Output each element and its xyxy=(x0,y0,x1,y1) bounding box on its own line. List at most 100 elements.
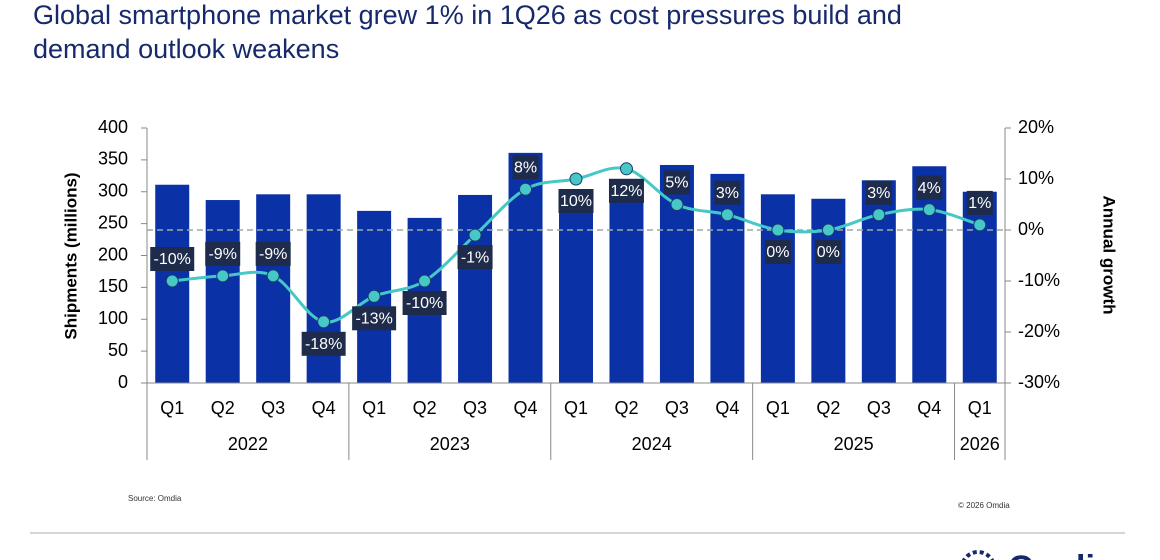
value-label: -9% xyxy=(259,246,287,263)
y-tick-label: 400 xyxy=(98,117,128,137)
growth-point xyxy=(468,228,482,242)
value-label-box xyxy=(865,180,892,205)
bar xyxy=(205,200,240,383)
x-group-label: 2022 xyxy=(228,434,268,454)
bar xyxy=(609,194,644,383)
value-label: -1% xyxy=(461,249,489,266)
growth-point xyxy=(821,223,835,237)
bar xyxy=(458,194,493,383)
y2-axis-title: Annual growth xyxy=(1100,196,1119,315)
x-tick-label: Q4 xyxy=(715,398,739,418)
y-tick-label: 300 xyxy=(98,181,128,201)
x-tick-label: Q1 xyxy=(968,398,992,418)
y2-tick-label: -30% xyxy=(1018,372,1060,392)
y2-tick-label: -20% xyxy=(1018,321,1060,341)
value-label-box xyxy=(255,241,291,266)
value-label: 3% xyxy=(867,185,890,202)
growth-point xyxy=(771,223,785,237)
value-label: 10% xyxy=(560,193,592,210)
value-label: -13% xyxy=(355,311,392,328)
value-label: -10% xyxy=(406,295,443,312)
y-axis-title: Shipments (millions) xyxy=(61,172,80,339)
value-label-box xyxy=(815,240,842,264)
x-tick-label: Q4 xyxy=(312,398,336,418)
x-tick-label: Q1 xyxy=(766,398,790,418)
value-label-box xyxy=(714,180,741,205)
y2-tick-label: 0% xyxy=(1018,219,1044,239)
x-tick-label: Q3 xyxy=(463,398,487,418)
logo: Omdia xyxy=(1008,549,1115,560)
x-tick-label: Q3 xyxy=(867,398,891,418)
x-tick-label: Q4 xyxy=(917,398,941,418)
growth-point xyxy=(317,315,331,329)
y-tick-label: 200 xyxy=(98,244,128,264)
x-tick-label: Q1 xyxy=(160,398,184,418)
value-label-box xyxy=(150,247,195,271)
value-label-box xyxy=(402,291,447,315)
value-label-box xyxy=(608,178,644,203)
bar xyxy=(256,194,291,383)
growth-point xyxy=(973,218,987,232)
y2-tick-label: 20% xyxy=(1018,117,1054,137)
growth-point xyxy=(266,269,280,283)
x-tick-label: Q1 xyxy=(362,398,386,418)
growth-point xyxy=(720,208,734,222)
growth-point xyxy=(922,203,936,217)
growth-point xyxy=(165,274,179,288)
value-label-box xyxy=(966,190,993,215)
x-tick-label: Q2 xyxy=(614,398,638,418)
growth-point xyxy=(619,162,633,176)
value-label-box xyxy=(352,306,397,331)
y-tick-label: 150 xyxy=(98,276,128,296)
y-tick-label: 250 xyxy=(98,212,128,232)
value-label: 0% xyxy=(817,244,840,261)
y2-tick-label: -10% xyxy=(1018,270,1060,290)
value-label: 8% xyxy=(514,159,537,176)
x-tick-label: Q2 xyxy=(211,398,235,418)
x-tick-label: Q1 xyxy=(564,398,588,418)
value-label-box xyxy=(205,241,241,266)
growth-point xyxy=(569,172,583,186)
bar xyxy=(760,194,795,383)
x-group-label: 2026 xyxy=(960,434,1000,454)
growth-point xyxy=(670,198,684,211)
bar xyxy=(710,173,745,383)
value-label: 1% xyxy=(968,195,991,212)
chart-title: Global smartphone market grew 1% in 1Q26… xyxy=(33,0,902,30)
value-label-box xyxy=(764,240,791,264)
x-group-label: 2024 xyxy=(632,434,672,454)
growth-point xyxy=(418,274,432,288)
value-label-box xyxy=(512,155,539,180)
value-label: -9% xyxy=(208,246,236,263)
value-label-box xyxy=(457,245,493,270)
value-label-box xyxy=(663,170,690,195)
bar xyxy=(559,194,593,383)
logo-icon xyxy=(961,550,995,560)
growth-point xyxy=(367,289,381,303)
x-tick-label: Q3 xyxy=(261,398,285,418)
x-tick-label: Q2 xyxy=(413,398,437,418)
bar xyxy=(912,166,947,383)
value-label: 4% xyxy=(918,180,941,197)
source: Source: Omdia xyxy=(128,494,182,503)
x-group-label: 2023 xyxy=(430,434,470,454)
x-tick-label: Q4 xyxy=(514,398,538,418)
value-label: 0% xyxy=(766,244,789,261)
growth-point xyxy=(519,182,533,196)
value-label: 12% xyxy=(610,183,642,200)
value-label-box xyxy=(558,189,594,213)
x-tick-label: Q2 xyxy=(816,398,840,418)
value-label: -18% xyxy=(305,336,342,353)
value-label: 5% xyxy=(665,175,688,192)
value-label-box xyxy=(916,175,943,200)
copyright: © 2026 Omdia xyxy=(958,501,1010,510)
chart-title: demand outlook weakens xyxy=(33,34,339,64)
y-tick-label: 350 xyxy=(98,149,128,169)
x-tick-label: Q3 xyxy=(665,398,689,418)
y-tick-label: 0 xyxy=(118,372,128,392)
value-label: 3% xyxy=(716,185,739,202)
growth-point xyxy=(872,208,886,222)
y-tick-label: 50 xyxy=(108,340,128,360)
y-tick-label: 100 xyxy=(98,308,128,328)
